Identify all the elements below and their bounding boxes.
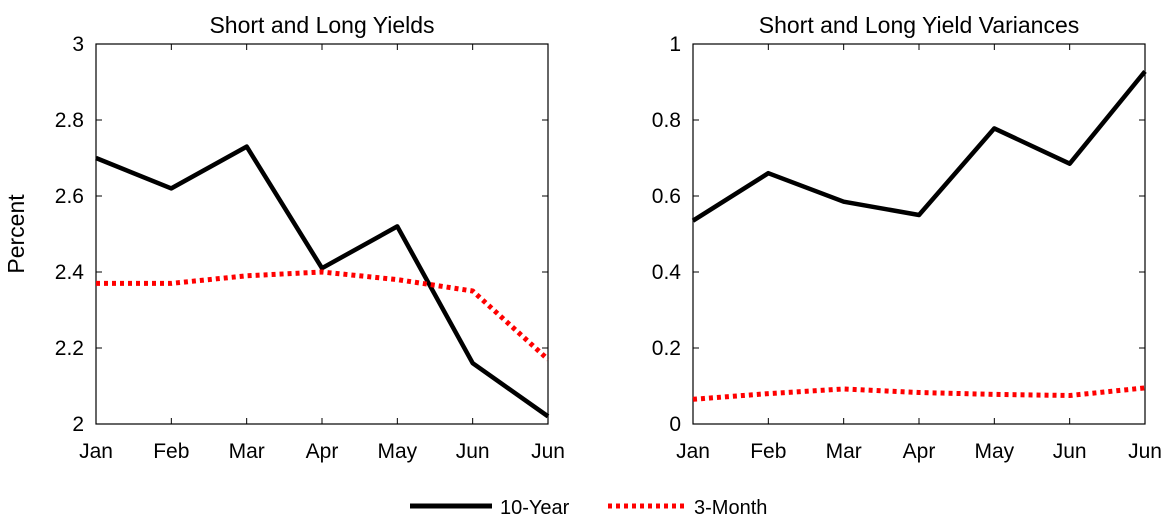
right-x-tick-label: Feb (750, 440, 786, 463)
left-chart-title: Short and Long Yields (209, 12, 434, 38)
left-y-tick-label: 2 (72, 413, 84, 436)
left-y-tick-label: 2.4 (55, 261, 85, 284)
right-y-tick-label: 0 (669, 413, 681, 436)
right-y-tick-label: 0.6 (652, 185, 681, 208)
right-x-tick-label: Jun (1128, 440, 1162, 463)
left-x-tick-label: Jan (79, 440, 113, 463)
right-x-tick-label: Jan (676, 440, 710, 463)
right-y-tick-label: 1 (669, 33, 681, 56)
left-x-tick-label: Feb (153, 440, 189, 463)
left-y-tick-label: 2.8 (55, 109, 84, 132)
right-x-tick-label: Mar (826, 440, 862, 463)
left-series-line-10-year (95, 144, 550, 419)
right-y-tick-label: 0.4 (652, 261, 682, 284)
left-x-tick-label: Jun (531, 440, 565, 463)
left-y-tick-label: 3 (72, 33, 84, 56)
right-series-line-3-month (692, 385, 1146, 402)
right-x-tick-label: Apr (903, 440, 936, 463)
right-y-tick-label: 0.2 (652, 337, 681, 360)
left-y-tick-label: 2.6 (55, 185, 84, 208)
left-y-axis-label: Percent (3, 194, 29, 274)
right-chart-panel: Short and Long Yield Variances 0 0.2 0.4 0.6… (652, 12, 1162, 463)
legend-label-3-month: 3-Month (694, 497, 767, 519)
right-chart-title: Short and Long Yield Variances (759, 12, 1080, 38)
left-y-tick-label: 2.2 (55, 337, 84, 360)
right-y-tick-label: 0.8 (652, 109, 681, 132)
right-x-tick-label: Jun (1053, 440, 1087, 463)
left-x-tick-label: May (377, 440, 417, 463)
left-chart-panel: Short and Long Yields Percent 2 2.2 2.4 2.6 2.… (3, 12, 565, 463)
right-plot-frame (692, 43, 1146, 425)
right-x-tick-label: May (974, 440, 1014, 463)
left-x-tick-label: Apr (306, 440, 339, 463)
left-x-tick-label: Jun (456, 440, 490, 463)
right-series-line-10-year (691, 69, 1147, 223)
left-series-line-3-month (96, 269, 550, 362)
legend: 10-Year 3-Month (410, 497, 767, 519)
left-x-tick-label: Mar (229, 440, 265, 463)
legend-label-10-year: 10-Year (500, 497, 570, 519)
